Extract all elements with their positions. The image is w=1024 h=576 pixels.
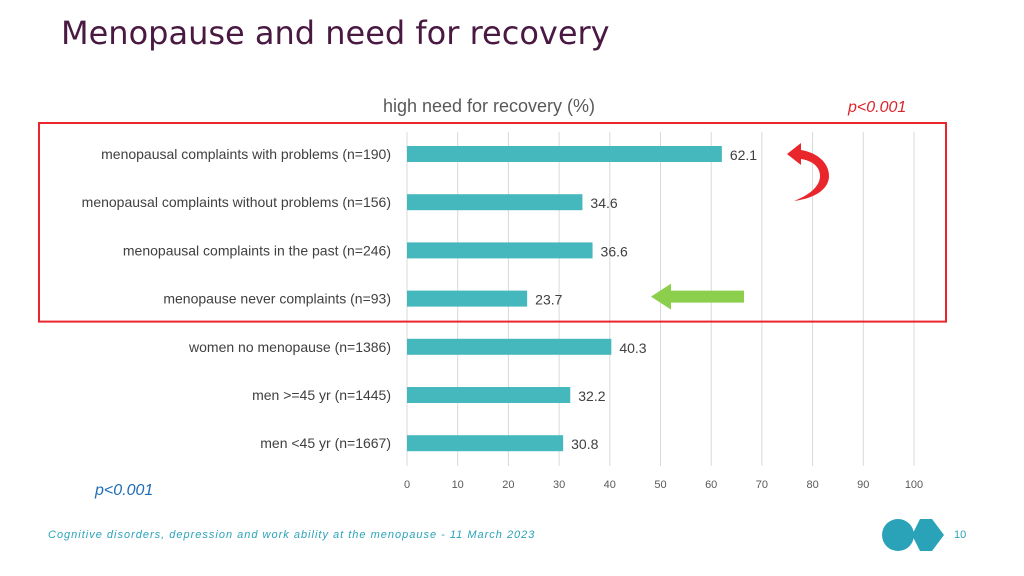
p-value-bottom: p<0.001 bbox=[95, 482, 154, 499]
page-number: 10 bbox=[954, 529, 967, 541]
bar bbox=[407, 387, 571, 403]
footer-text: Cognitive disorders, depression and work… bbox=[48, 529, 536, 541]
value-label: 32.2 bbox=[578, 388, 605, 404]
bar bbox=[407, 290, 528, 307]
bar bbox=[407, 242, 593, 259]
value-label: 23.7 bbox=[535, 292, 562, 308]
x-tick-label: 40 bbox=[604, 479, 616, 491]
x-tick-labels: 0 10 20 30 40 50 60 70 80 90 100 bbox=[404, 479, 923, 491]
bars bbox=[407, 146, 722, 452]
category-label: women no menopause (n=1386) bbox=[188, 339, 391, 355]
x-tick-label: 60 bbox=[705, 479, 717, 491]
category-label: menopausal complaints in the past (n=246… bbox=[123, 242, 391, 258]
category-labels: menopausal complaints with problems (n=1… bbox=[82, 146, 391, 451]
value-label: 62.1 bbox=[730, 147, 757, 163]
highlight-box bbox=[38, 122, 947, 323]
x-tick-label: 80 bbox=[806, 479, 818, 491]
x-tick-label: 90 bbox=[857, 479, 869, 491]
bar bbox=[407, 194, 583, 211]
logo-icon bbox=[882, 519, 944, 551]
x-tick-label: 30 bbox=[553, 479, 565, 491]
green-left-arrow-icon bbox=[651, 283, 744, 310]
value-labels: 62.1 34.6 36.6 23.7 40.3 32.2 30.8 bbox=[535, 147, 757, 452]
bar bbox=[407, 338, 612, 355]
p-value-top: p<0.001 bbox=[848, 99, 907, 116]
category-label: menopausal complaints with problems (n=1… bbox=[101, 146, 391, 162]
x-tick-label: 70 bbox=[756, 479, 768, 491]
x-tick-label: 100 bbox=[905, 479, 923, 491]
category-label: men >=45 yr (n=1445) bbox=[252, 387, 391, 403]
bar bbox=[407, 435, 564, 452]
value-label: 30.8 bbox=[571, 436, 598, 452]
value-label: 34.6 bbox=[590, 195, 617, 211]
red-curved-arrow-icon bbox=[787, 143, 829, 201]
x-tick-label: 0 bbox=[404, 479, 410, 491]
category-label: menopausal complaints without problems (… bbox=[82, 194, 391, 210]
chart-title: high need for recovery (%) bbox=[383, 96, 595, 116]
x-tick-label: 50 bbox=[654, 479, 666, 491]
x-tick-label: 10 bbox=[452, 479, 464, 491]
category-label: menopause never complaints (n=93) bbox=[163, 291, 391, 307]
value-label: 36.6 bbox=[601, 243, 628, 259]
slide-title: Menopause and need for recovery bbox=[61, 14, 610, 52]
category-label: men <45 yr (n=1667) bbox=[260, 435, 391, 451]
x-tick-label: 20 bbox=[502, 479, 514, 491]
value-label: 40.3 bbox=[619, 340, 646, 356]
bar bbox=[407, 146, 722, 162]
